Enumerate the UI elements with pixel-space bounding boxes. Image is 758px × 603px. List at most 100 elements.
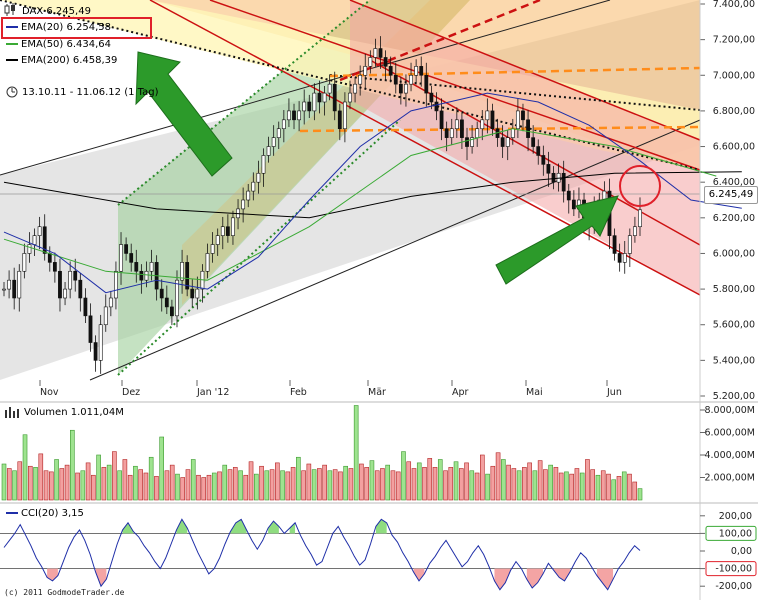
volume-bar: [569, 473, 574, 501]
candle-body: [617, 253, 622, 263]
volume-bar: [280, 470, 285, 501]
volume-bar: [543, 469, 548, 501]
candle-body: [78, 279, 83, 299]
price-tick-label: 5.600,00: [713, 320, 755, 331]
cci-line: [3, 518, 641, 591]
period-label: 13.10.11 - 11.06.12 (1 Tag): [22, 87, 159, 98]
candle-body: [73, 270, 78, 281]
cci-level-box: [705, 525, 757, 541]
candle-body: [612, 235, 617, 254]
price-tick-label: 6.000,00: [713, 248, 755, 259]
volume-bar: [85, 462, 91, 501]
candle-body: [465, 137, 469, 147]
volume-tick-label: 8.000,00M: [704, 405, 755, 416]
candle-body: [297, 110, 302, 121]
volume-bar: [122, 459, 128, 501]
volume-bar: [317, 468, 322, 501]
volume-bar: [380, 468, 385, 501]
volume-bar: [175, 473, 180, 501]
ema20-highlight-box: [1, 17, 152, 39]
candle-body: [633, 226, 637, 236]
volume-bar: [338, 471, 343, 501]
volume-bar: [322, 464, 327, 501]
candle-body: [353, 83, 357, 94]
candle-body: [47, 253, 52, 263]
gray-channel-upper: [0, 0, 611, 176]
ema200-line: [3, 171, 742, 219]
volume-bar: [301, 470, 306, 501]
candle-body: [521, 110, 525, 121]
cci-overbought-fill: [122, 522, 134, 534]
volume-bar: [253, 473, 259, 501]
volume-bar: [443, 470, 448, 501]
candle-body: [108, 297, 113, 308]
volume-bar: [211, 472, 217, 501]
volume-bar: [616, 476, 622, 501]
volume-bar: [296, 456, 301, 501]
clock-icon: [6, 86, 18, 98]
volume-bar: [217, 471, 222, 501]
candle-body: [231, 217, 235, 236]
candle-body: [251, 181, 256, 192]
legend-ema50: EMA(50) 6.434,64: [6, 38, 111, 51]
time-tick-label: Jun: [606, 387, 622, 398]
ema20-label: EMA(20) 6.254,58: [21, 22, 112, 33]
candle-body: [7, 279, 11, 290]
volume-bar: [327, 470, 333, 501]
candle-body: [419, 66, 424, 76]
candle-body: [485, 110, 490, 121]
volume-bar: [485, 473, 490, 501]
legend-volume: Volumen 1.011,04M: [24, 406, 124, 419]
time-tick-label: Nov: [40, 387, 59, 398]
price-tick-label: 5.200,00: [713, 391, 755, 402]
volume-bar: [1, 463, 7, 501]
volume-bar: [453, 461, 459, 501]
price-tick-label: 6.800,00: [713, 106, 755, 117]
volume-bar: [190, 459, 196, 501]
candle-body: [261, 155, 266, 174]
volume-bar: [154, 476, 159, 501]
volume-bar: [96, 454, 101, 501]
volume-bar: [259, 465, 264, 501]
volume-bar: [33, 467, 38, 501]
cci-layer: [0, 518, 700, 591]
candle-body: [58, 270, 62, 299]
volume-bar: [353, 405, 359, 501]
candle-body: [287, 110, 291, 121]
volume-bar: [133, 465, 138, 501]
candle-body: [571, 199, 576, 210]
candle-body: [159, 288, 164, 299]
volume-bar: [506, 464, 511, 501]
candle-body: [475, 128, 480, 138]
volume-bar: [548, 464, 553, 501]
candle-body: [429, 92, 434, 103]
volume-bar: [275, 462, 280, 501]
time-axis: Nov Dez Jan '12 Feb Mär Apr Mai Jun: [39, 380, 622, 398]
red-dashed-upper: [339, 0, 541, 82]
volume-bar: [185, 469, 191, 501]
volume-bar: [600, 470, 606, 501]
volume-bar: [27, 465, 33, 501]
time-tick-label: Dez: [122, 387, 140, 398]
volume-bar: [12, 470, 17, 501]
candle-body: [378, 48, 383, 58]
candle-body: [266, 146, 271, 156]
volume-bar: [490, 465, 496, 501]
volume-bar: [501, 459, 506, 501]
gray-channel-lower: [89, 119, 701, 381]
candle-body: [424, 74, 429, 94]
legend-cci: CCI(20) 3,15: [6, 507, 84, 520]
volume-bar: [637, 488, 643, 501]
dax-title: DAX 6.245,49: [22, 6, 91, 17]
volume-bar: [595, 474, 601, 501]
cci-axis: 200,00 100,00 0,00 -100,00 -200,00: [700, 511, 757, 592]
candle-body: [449, 128, 454, 138]
candle-body: [220, 226, 225, 236]
candle-body: [460, 119, 464, 138]
time-tick-label: Mai: [526, 387, 543, 398]
candle-body: [22, 253, 27, 272]
volume-bar: [427, 458, 433, 501]
volume-bar: [369, 460, 375, 501]
price-tick-label: 6.200,00: [713, 213, 755, 224]
volume-bar: [70, 429, 75, 501]
